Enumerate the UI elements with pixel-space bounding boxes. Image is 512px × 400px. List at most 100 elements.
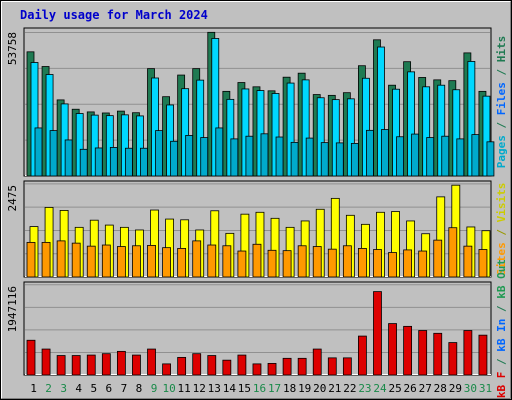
bar-hits-files-pages-files-16 (256, 90, 265, 177)
bar-hits-files-pages-pages-16 (260, 133, 269, 177)
x-tick-10: 10 (162, 382, 175, 395)
bar-hits-files-pages-files-15 (241, 88, 250, 177)
bar-visits-sites-sites-26 (403, 249, 413, 278)
chart-title: Daily usage for March 2024 (20, 8, 208, 22)
x-tick-9: 9 (151, 382, 158, 395)
x-tick-27: 27 (419, 382, 432, 395)
series-label-part-kb-4: kB Out (495, 259, 508, 299)
x-tick-1: 1 (30, 382, 37, 395)
bar-hits-files-pages-pages-7 (124, 147, 133, 177)
bar-hits-files-pages-files-8 (136, 115, 144, 177)
bar-hits-files-pages-pages-5 (94, 147, 103, 177)
bar-kb-kb-f-26 (403, 325, 413, 376)
bar-hits-files-pages-pages-3 (64, 139, 73, 177)
bar-visits-sites-sites-13 (207, 244, 217, 278)
bar-hits-files-pages-files-25 (392, 88, 400, 177)
bar-kb-kb-f-8 (132, 354, 141, 376)
bar-visits-sites-sites-10 (162, 247, 171, 278)
bar-visits-sites-sites-23 (358, 248, 367, 278)
bar-hits-files-pages-pages-31 (486, 141, 495, 177)
bar-kb-kb-f-16 (252, 363, 262, 376)
bar-hits-files-pages-pages-9 (155, 130, 163, 177)
bar-kb-kb-f-20 (312, 348, 322, 376)
bar-kb-kb-f-10 (162, 363, 171, 376)
bar-hits-files-pages-pages-25 (396, 136, 404, 177)
x-tick-13: 13 (208, 382, 221, 395)
bar-visits-sites-sites-2 (41, 241, 51, 278)
bar-visits-sites-sites-30 (463, 245, 473, 278)
bar-hits-files-pages-pages-18 (290, 141, 299, 177)
bar-kb-kb-f-23 (358, 335, 367, 376)
bar-kb-kb-f-21 (327, 357, 337, 376)
x-tick-4: 4 (75, 382, 82, 395)
bar-hits-files-pages-pages-21 (335, 142, 344, 177)
bar-visits-sites-sites-29 (448, 227, 458, 278)
bar-visits-sites-sites-24 (373, 249, 382, 278)
bar-visits-sites-sites-19 (297, 245, 307, 278)
x-tick-24: 24 (373, 382, 387, 395)
bar-visits-sites-sites-8 (132, 245, 141, 278)
bar-kb-kb-f-6 (101, 353, 111, 376)
x-tick-14: 14 (223, 382, 237, 395)
bar-hits-files-pages-files-17 (271, 93, 280, 177)
bar-hits-files-pages-pages-4 (79, 148, 88, 177)
bar-visits-sites-sites-14 (222, 245, 232, 278)
bar-kb-kb-f-19 (297, 357, 307, 376)
bar-kb-kb-f-9 (147, 348, 156, 376)
bar-hits-files-pages-files-31 (482, 95, 491, 177)
bar-kb-kb-f-30 (463, 330, 473, 376)
bar-hits-files-pages-files-7 (120, 114, 129, 177)
bar-hits-files-pages-files-12 (196, 79, 205, 177)
series-label-part-kb-3: / (495, 299, 508, 319)
bar-hits-files-pages-pages-14 (230, 138, 239, 177)
series-label-visits-sites: Sites / Visits (495, 183, 508, 276)
series-label-part-kb-1: / (495, 352, 508, 372)
bar-hits-files-pages-pages-27 (426, 137, 435, 177)
bar-hits-files-pages-pages-11 (185, 135, 194, 177)
series-label-hits-files-pages: Pages / Files / Hits (495, 36, 508, 169)
bar-hits-files-pages-files-2 (45, 74, 54, 177)
ymax-label-hits-files-pages: 53758 (6, 32, 19, 65)
x-tick-25: 25 (388, 382, 401, 395)
bar-visits-sites-sites-12 (192, 240, 202, 278)
bar-hits-files-pages-files-23 (362, 77, 370, 177)
bar-kb-kb-f-29 (448, 342, 458, 376)
bar-hits-files-pages-files-28 (437, 84, 446, 177)
x-tick-28: 28 (434, 382, 447, 395)
bar-kb-kb-f-12 (192, 353, 202, 376)
bar-hits-files-pages-files-1 (30, 62, 39, 177)
series-label-part-visits-sites-0: Sites (495, 242, 508, 275)
bar-kb-kb-f-13 (207, 355, 217, 376)
bar-visits-sites-sites-5 (86, 245, 96, 278)
bar-hits-files-pages-files-30 (467, 61, 476, 177)
bar-hits-files-pages-pages-10 (170, 140, 178, 177)
bar-hits-files-pages-pages-29 (456, 138, 465, 177)
x-tick-23: 23 (358, 382, 371, 395)
x-tick-16: 16 (253, 382, 266, 395)
series-label-part-kb-0: kB F (495, 372, 508, 399)
bar-visits-sites-sites-4 (71, 242, 81, 278)
x-tick-labels: 1 2 3 4 5 6 7 8 9 10 11 12 13 14 15 16 17 18 19 20 21 22 23 24 2… (30, 382, 492, 395)
bar-hits-files-pages-files-10 (166, 104, 174, 177)
bar-visits-sites-sites-15 (237, 250, 247, 278)
bar-visits-sites-sites-31 (478, 249, 488, 278)
bar-hits-files-pages-pages-26 (411, 133, 420, 177)
bar-kb-kb-f-27 (418, 330, 428, 376)
bar-visits-sites-sites-21 (327, 248, 337, 278)
bar-hits-files-pages-files-4 (75, 113, 84, 177)
bar-kb-kb-f-7 (116, 350, 126, 376)
bar-hits-files-pages-pages-15 (245, 135, 254, 177)
bar-kb-kb-f-18 (282, 357, 292, 376)
bar-kb-kb-f-4 (71, 355, 81, 376)
x-tick-8: 8 (136, 382, 143, 395)
x-tick-30: 30 (464, 382, 477, 395)
bar-hits-files-pages-files-22 (346, 98, 355, 177)
x-tick-15: 15 (238, 382, 251, 395)
bar-hits-files-pages-pages-13 (215, 127, 224, 177)
series-label-part-hits-files-pages-2: Files (495, 82, 508, 115)
series-label-part-hits-files-pages-0: Pages (495, 135, 508, 168)
bar-kb-kb-f-28 (433, 332, 443, 376)
bar-visits-sites-sites-7 (116, 246, 126, 278)
bar-hits-files-pages-files-29 (452, 89, 461, 177)
